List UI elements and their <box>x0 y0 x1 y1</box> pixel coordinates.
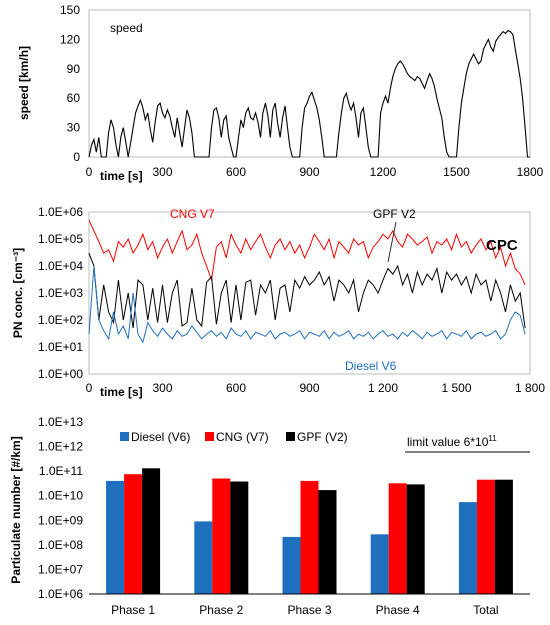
label-cng-v7: CNG V7 <box>170 207 215 221</box>
legend-swatch-diesel <box>120 432 129 441</box>
bar-y-tick-label: 1.0E+10 <box>38 489 83 503</box>
bar-1-4 <box>476 479 495 594</box>
bar-0-1 <box>194 521 213 594</box>
speed-y-tick-label: 150 <box>60 3 80 17</box>
pn-y-tick-label: 1.0E+03 <box>38 286 83 300</box>
cpc-title: CPC <box>486 237 518 254</box>
bar-y-tick-label: 1.0E+12 <box>38 440 83 454</box>
pn-y-tick-label: 1.0E+02 <box>38 313 83 327</box>
bar-1-3 <box>388 483 407 594</box>
speed-y-tick-label: 90 <box>67 62 81 76</box>
gpf-label-leader <box>387 221 397 263</box>
bar-category-label: Total <box>473 603 498 617</box>
speed-y-tick-label: 60 <box>67 91 81 105</box>
speed-x-tick-label: 1200 <box>370 165 397 179</box>
label-gpf-v2: GPF V2 <box>373 207 416 221</box>
pn-y-tick-label: 1.0E+01 <box>38 340 83 354</box>
bar-legend: Diesel (V6) CNG (V7) GPF (V2) <box>120 430 348 444</box>
bar-2-3 <box>406 484 425 594</box>
legend-swatch-cng <box>205 432 214 441</box>
bar-0-0 <box>106 480 125 594</box>
pn-conc-chart: 0 300 600 900 1 200 1 500 1 800 1.0E+00 1.0E+01 1… <box>11 205 545 399</box>
pn-y-axis-label: PN conc. [cm⁻³] <box>11 248 25 338</box>
bar-y-tick-label: 1.0E+06 <box>38 587 83 601</box>
pn-x-tick-label: 900 <box>299 381 319 395</box>
pn-x-tick-label: 1 200 <box>368 381 398 395</box>
pn-x-tick-label: 600 <box>226 381 246 395</box>
speed-x-tick-label: 600 <box>226 165 246 179</box>
speed-plot-frame <box>88 9 531 158</box>
speed-x-tick-label: 1800 <box>517 165 544 179</box>
bar-1-0 <box>124 474 143 594</box>
label-diesel-v6: Diesel V6 <box>345 359 397 373</box>
speed-y-tick-label: 0 <box>73 150 80 164</box>
legend-label-gpf: GPF (V2) <box>297 430 348 444</box>
bar-category-label: Phase 1 <box>111 603 155 617</box>
bar-category-label: Phase 3 <box>287 603 331 617</box>
speed-y-axis-label: speed [km/h] <box>17 46 31 120</box>
speed-x-axis-label: time [s] <box>100 169 143 183</box>
bar-0-3 <box>370 534 389 594</box>
speed-chart: 0 300 600 900 1200 1500 1800 0 30 60 90 120 150 spee… <box>17 3 544 183</box>
bar-0-4 <box>458 502 477 594</box>
pn-series-line-1 <box>88 252 526 329</box>
speed-x-tick-label: 1500 <box>443 165 470 179</box>
pn-series-line-0 <box>88 219 526 286</box>
speed-x-tick-label: 300 <box>152 165 172 179</box>
speed-y-tick-label: 30 <box>67 121 81 135</box>
pn-y-tick-label: 1.0E+06 <box>38 205 83 219</box>
bar-1-2 <box>300 480 319 594</box>
bar-2-2 <box>318 490 337 594</box>
pn-y-tick-label: 1.0E+00 <box>38 367 83 381</box>
pn-y-tick-label: 1.0E+05 <box>38 232 83 246</box>
bar-1-1 <box>212 478 231 594</box>
speed-x-tick-label: 0 <box>86 165 93 179</box>
pn-plot-frame <box>88 211 531 375</box>
bar-y-tick-label: 1.0E+08 <box>38 538 83 552</box>
pn-y-tick-label: 1.0E+04 <box>38 259 83 273</box>
pn-x-axis-label: time [s] <box>100 385 143 399</box>
limit-value-label: limit value 6*1011 <box>407 434 497 449</box>
pn-series-line-2 <box>88 265 526 344</box>
speed-y-tick-label: 120 <box>60 32 80 46</box>
bar-y-tick-label: 1.0E+13 <box>38 415 83 429</box>
bar-category-label: Phase 4 <box>376 603 420 617</box>
bar-y-tick-label: 1.0E+11 <box>39 464 83 478</box>
speed-annotation: speed <box>110 21 143 35</box>
legend-label-cng: CNG (V7) <box>216 430 269 444</box>
particulate-number-chart: 1.0E+06 1.0E+07 1.0E+08 1.0E+09 1.0E+10 1.0E+… <box>9 415 530 617</box>
bar-category-label: Phase 2 <box>199 603 243 617</box>
bar-2-4 <box>494 479 513 594</box>
bar-y-axis-label: Particulate number [#/km] <box>9 436 23 583</box>
legend-label-diesel: Diesel (V6) <box>131 430 190 444</box>
bar-2-0 <box>142 468 161 594</box>
bar-2-1 <box>230 481 249 594</box>
pn-x-tick-label: 1 800 <box>515 381 545 395</box>
bar-y-tick-label: 1.0E+07 <box>38 562 83 576</box>
pn-x-tick-label: 300 <box>152 381 172 395</box>
speed-x-tick-label: 900 <box>299 165 319 179</box>
bar-0-2 <box>282 536 301 594</box>
legend-swatch-gpf <box>286 432 295 441</box>
pn-x-tick-label: 0 <box>86 381 93 395</box>
pn-x-tick-label: 1 500 <box>441 381 471 395</box>
speed-series-line <box>88 29 530 158</box>
bar-y-tick-label: 1.0E+09 <box>38 513 83 527</box>
